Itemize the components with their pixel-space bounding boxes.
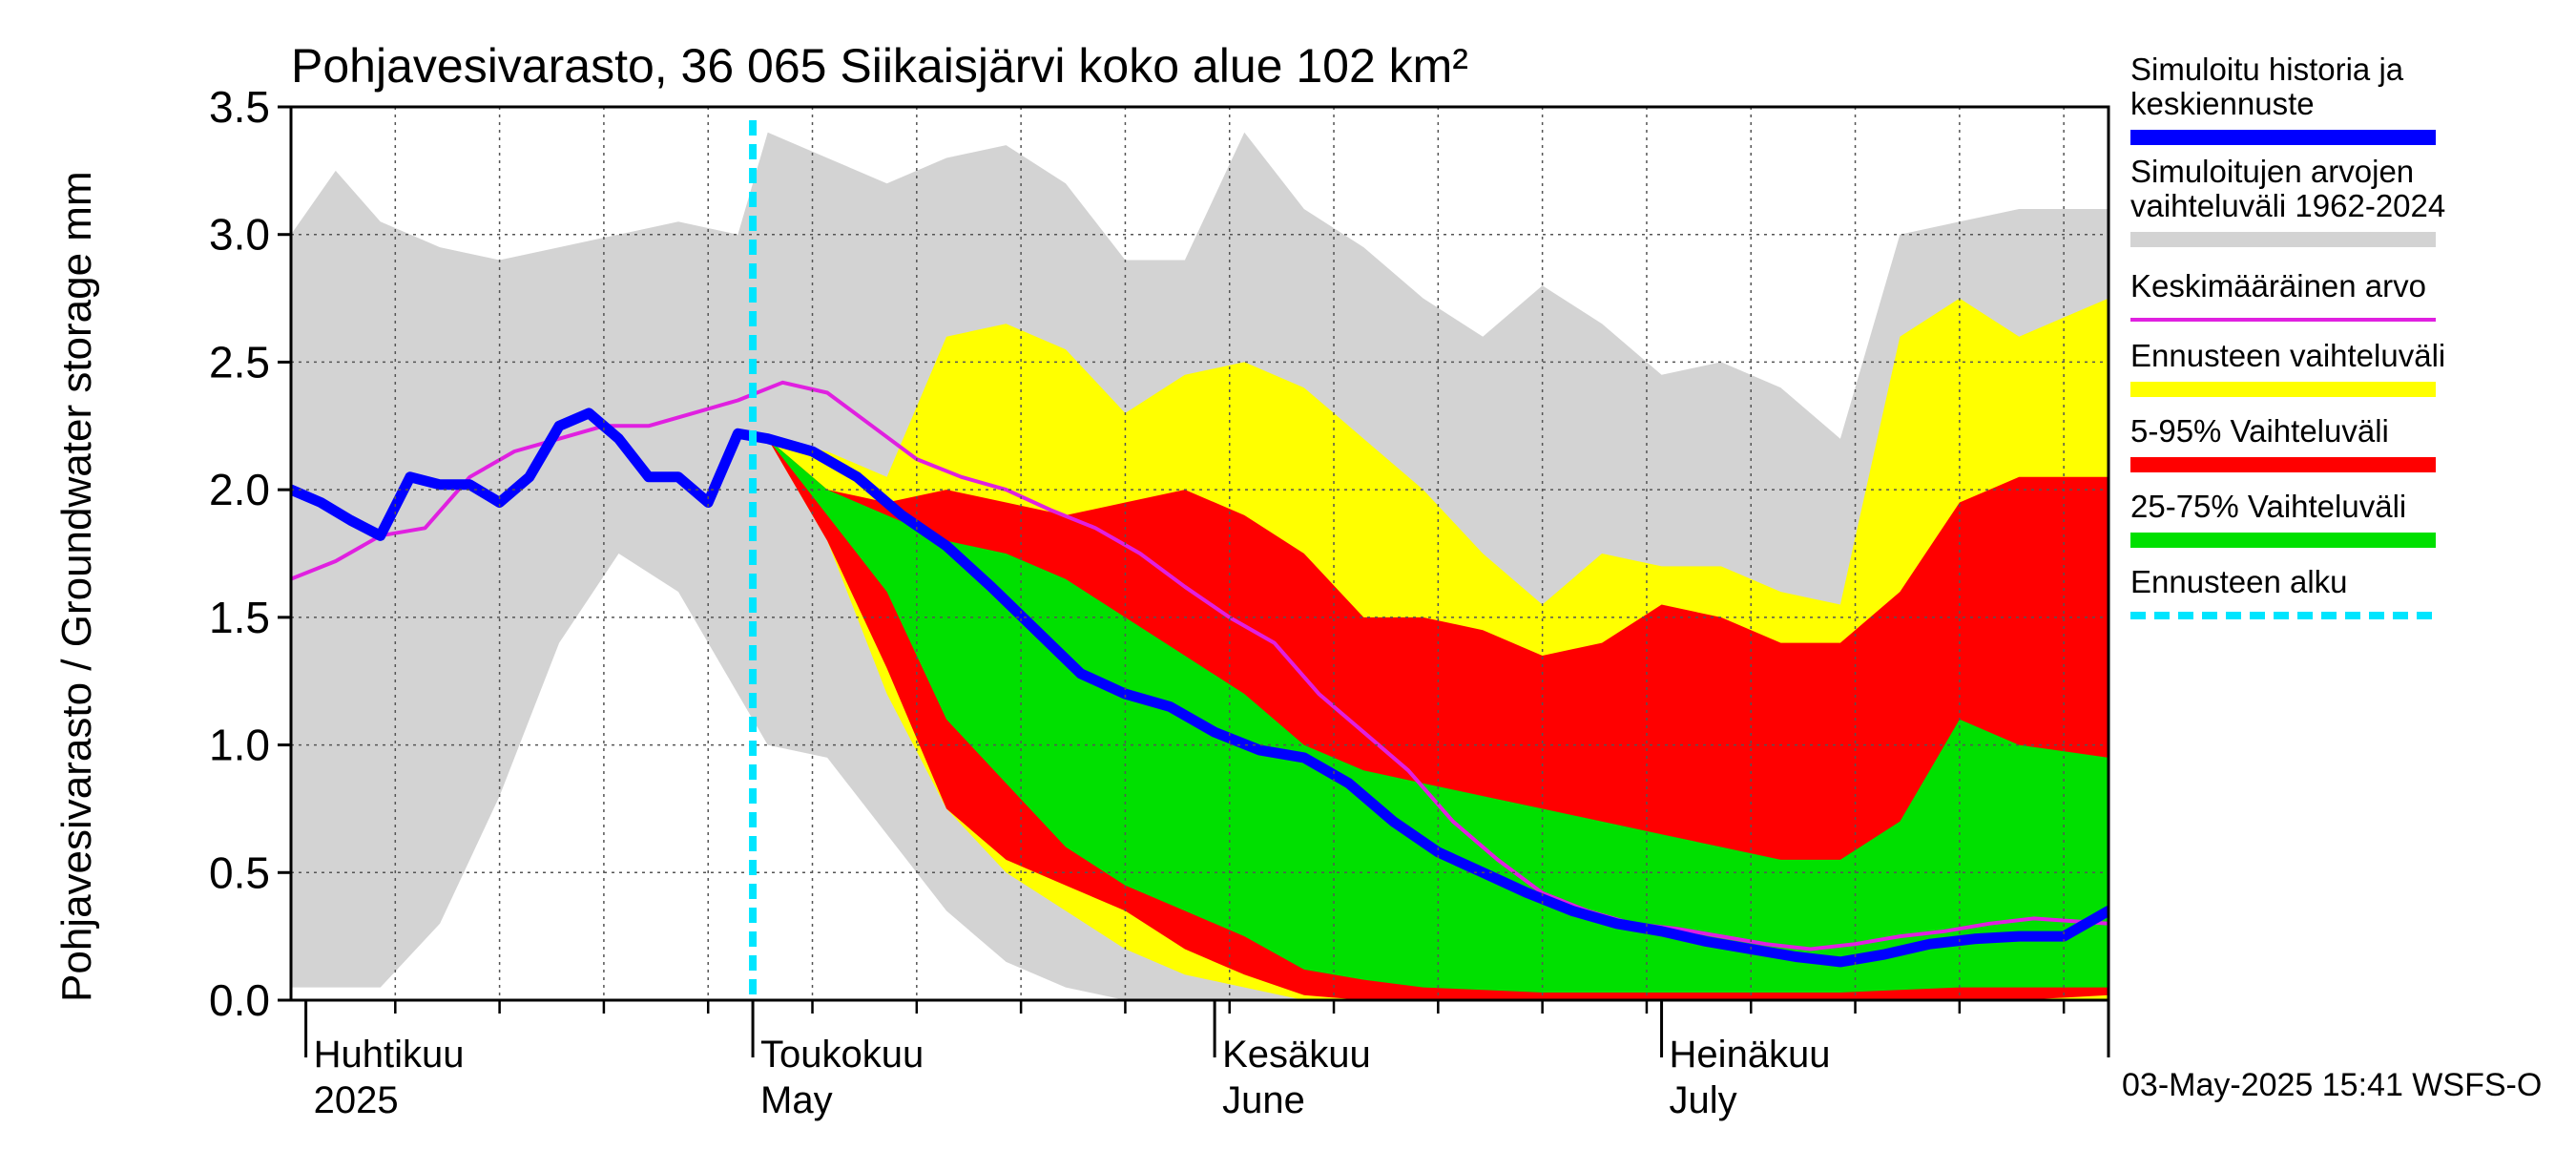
x-month-label-fi: Huhtikuu <box>314 1034 465 1076</box>
plot-frame <box>289 105 2110 1002</box>
y-tick-label: 0.0 <box>209 975 270 1025</box>
y-tick-label: 0.5 <box>209 847 270 897</box>
y-tick-label: 1.5 <box>209 593 270 642</box>
series-line-median-forecast <box>291 408 2109 968</box>
grid <box>291 107 2109 1000</box>
x-month-label-fi: Heinäkuu <box>1670 1034 1831 1076</box>
legend-swatch <box>2130 457 2436 472</box>
legend-label: 5-95% Vaihteluväli <box>2130 413 2389 449</box>
series-line-mean <box>291 380 2109 951</box>
plot-area <box>291 107 2109 1000</box>
legend-label: Simuloitujen arvojen <box>2130 154 2414 189</box>
y-tick-label: 3.0 <box>209 210 270 260</box>
legend-swatch <box>2130 533 2436 548</box>
legend-label: 25-75% Vaihteluväli <box>2130 489 2406 524</box>
band-25-75-vaihteluv-li <box>767 438 2109 993</box>
legend-swatch <box>2130 382 2436 397</box>
legend-label: Keskimääräinen arvo <box>2130 268 2426 303</box>
timestamp-footer: 03-May-2025 15:41 WSFS-O <box>2122 1067 2542 1103</box>
x-month-label-fi: Toukokuu <box>760 1034 924 1076</box>
x-month-label-fi: Kesäkuu <box>1222 1034 1371 1076</box>
legend-label: Simuloitu historia ja <box>2130 52 2404 87</box>
x-month-label-en: July <box>1670 1079 1737 1121</box>
chart-title: Pohjavesivarasto, 36 065 Siikaisjärvi ko… <box>291 39 1468 93</box>
legend-label: Ennusteen alku <box>2130 564 2348 599</box>
x-month-label-en: 2025 <box>314 1079 399 1121</box>
legend-label: vaihteluväli 1962-2024 <box>2130 188 2445 223</box>
series-group <box>291 132 2109 1000</box>
y-tick-label: 2.0 <box>209 465 270 514</box>
y-axis-label: Pohjavesivarasto / Groundwater storage m… <box>53 171 100 1002</box>
x-month-label-en: May <box>760 1079 833 1121</box>
x-month-label-en: June <box>1222 1079 1305 1121</box>
y-tick-label: 1.0 <box>209 721 270 770</box>
legend-swatch <box>2130 130 2436 145</box>
legend-label: keskiennuste <box>2130 86 2315 121</box>
legend-swatch <box>2130 232 2436 247</box>
y-tick-label: 3.5 <box>209 82 270 132</box>
y-tick-label: 2.5 <box>209 337 270 387</box>
legend-label: Ennusteen vaihteluväli <box>2130 338 2445 373</box>
